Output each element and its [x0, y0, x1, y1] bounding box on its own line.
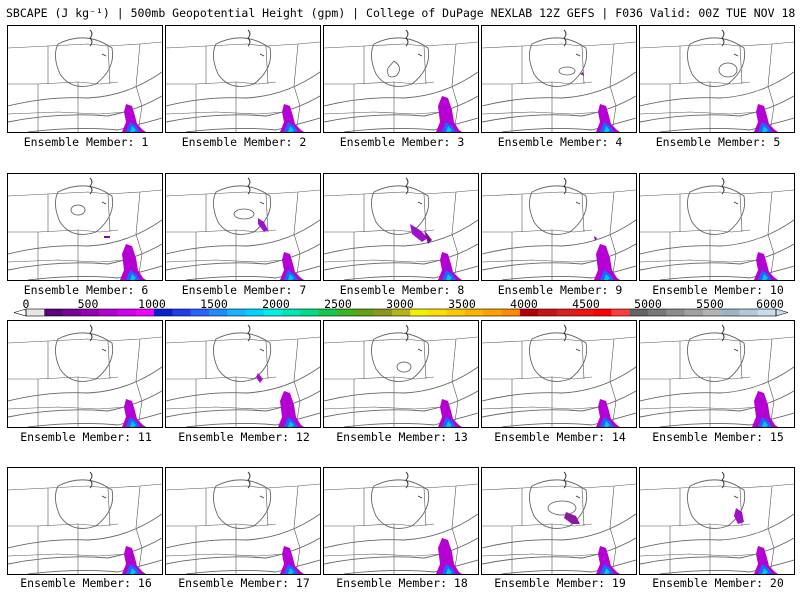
ensemble-member-map — [481, 25, 637, 133]
colorbar-swatch — [446, 309, 466, 316]
colorbar-tick-label: 2000 — [262, 297, 290, 311]
colorbar-swatch — [355, 309, 374, 316]
ensemble-member-label: Ensemble Member: 10 — [652, 283, 784, 297]
colorbar-tick-label: 2500 — [324, 297, 352, 311]
colorbar-swatch — [190, 309, 210, 316]
colorbar-swatch — [721, 309, 740, 316]
colorbar-swatch — [62, 309, 82, 316]
colorbar-swatch — [135, 309, 155, 316]
colorbar-swatch — [318, 309, 338, 316]
ensemble-member-map — [481, 467, 637, 575]
ensemble-member-map — [165, 320, 321, 428]
ensemble-member-map — [323, 25, 479, 133]
colorbar-swatch — [519, 309, 539, 316]
colorbar-swatch — [117, 309, 137, 316]
ensemble-member-label: Ensemble Member: 11 — [20, 430, 152, 444]
ensemble-member-label: Ensemble Member: 7 — [181, 283, 307, 297]
cape-colorbar — [14, 308, 788, 317]
ensemble-member-map — [639, 25, 795, 133]
colorbar-swatch — [99, 309, 118, 316]
ensemble-member-label: Ensemble Member: 19 — [494, 576, 626, 590]
ensemble-member-label: Ensemble Member: 14 — [494, 430, 626, 444]
colorbar-swatch — [373, 309, 393, 316]
ensemble-member-map — [323, 467, 479, 575]
colorbar-swatch — [391, 309, 411, 316]
colorbar-tick-label: 5500 — [696, 297, 724, 311]
colorbar-swatch — [428, 309, 448, 316]
colorbar-swatch — [739, 309, 759, 316]
colorbar-swatch — [227, 309, 246, 316]
ensemble-member-map — [639, 467, 795, 575]
ensemble-member-map — [165, 25, 321, 133]
ensemble-member-map — [165, 467, 321, 575]
colorbar-swatch — [44, 309, 63, 316]
colorbar-swatch — [629, 309, 649, 316]
ensemble-member-label: Ensemble Member: 9 — [497, 283, 623, 297]
ensemble-member-map — [639, 173, 795, 281]
ensemble-member-label: Ensemble Member: 3 — [339, 135, 465, 149]
colorbar-swatch — [574, 309, 594, 316]
colorbar-swatch — [172, 309, 191, 316]
ensemble-member-map — [639, 320, 795, 428]
ensemble-member-label: Ensemble Member: 6 — [23, 283, 149, 297]
colorbar-swatch — [556, 309, 576, 316]
colorbar-swatch — [501, 309, 521, 316]
ensemble-member-label: Ensemble Member: 13 — [336, 430, 468, 444]
colorbar-swatch — [611, 309, 630, 316]
colorbar-swatch — [300, 309, 319, 316]
colorbar-tick-label: 1500 — [200, 297, 228, 311]
colorbar-tick-label: 0 — [22, 297, 30, 311]
colorbar-swatch — [80, 309, 100, 316]
colorbar-tick-label: 5000 — [634, 297, 662, 311]
ensemble-member-label: Ensemble Member: 1 — [23, 135, 149, 149]
colorbar-swatch — [465, 309, 484, 316]
colorbar-swatch — [483, 309, 502, 316]
ensemble-member-map — [481, 320, 637, 428]
colorbar-swatch — [538, 309, 557, 316]
ensemble-member-label: Ensemble Member: 17 — [178, 576, 310, 590]
colorbar-tick-label: 500 — [77, 297, 99, 311]
colorbar-swatch — [245, 309, 265, 316]
colorbar-swatch — [263, 309, 283, 316]
colorbar-swatch — [154, 309, 173, 316]
colorbar-swatch — [702, 309, 722, 316]
colorbar-swatch — [684, 309, 704, 316]
chart-title: SBCAPE (J kg⁻¹) | 500mb Geopotential Hei… — [6, 6, 800, 20]
ensemble-member-label: Ensemble Member: 4 — [497, 135, 623, 149]
colorbar-swatch — [208, 309, 228, 316]
ensemble-member-label: Ensemble Member: 15 — [652, 430, 784, 444]
colorbar-swatch — [647, 309, 667, 316]
ensemble-member-label: Ensemble Member: 2 — [181, 135, 307, 149]
ensemble-member-map — [7, 467, 163, 575]
ensemble-member-map — [481, 173, 637, 281]
ensemble-member-label: Ensemble Member: 20 — [652, 576, 784, 590]
colorbar-outline — [25, 308, 777, 317]
colorbar-tick-label: 1000 — [138, 297, 166, 311]
ensemble-member-map — [7, 320, 163, 428]
colorbar-swatch — [757, 309, 777, 316]
ensemble-member-map — [7, 173, 163, 281]
colorbar-tick-label: 3000 — [386, 297, 414, 311]
ensemble-member-label: Ensemble Member: 5 — [655, 135, 781, 149]
colorbar-swatch — [26, 309, 45, 316]
ensemble-member-map — [7, 25, 163, 133]
colorbar-swatch — [593, 309, 612, 316]
ensemble-member-map — [323, 320, 479, 428]
colorbar-swatch — [282, 309, 301, 316]
colorbar-tick-label: 4500 — [572, 297, 600, 311]
colorbar-tick-label: 4000 — [510, 297, 538, 311]
ensemble-member-map — [165, 173, 321, 281]
colorbar-tick-label: 3500 — [448, 297, 476, 311]
ensemble-member-map — [323, 173, 479, 281]
colorbar-tick-label: 6000 — [756, 297, 784, 311]
colorbar-swatch — [666, 309, 685, 316]
colorbar-swatch — [410, 309, 429, 316]
ensemble-member-label: Ensemble Member: 16 — [20, 576, 152, 590]
ensemble-member-label: Ensemble Member: 8 — [339, 283, 465, 297]
ensemble-member-label: Ensemble Member: 18 — [336, 576, 468, 590]
colorbar-swatch — [336, 309, 356, 316]
ensemble-member-label: Ensemble Member: 12 — [178, 430, 310, 444]
